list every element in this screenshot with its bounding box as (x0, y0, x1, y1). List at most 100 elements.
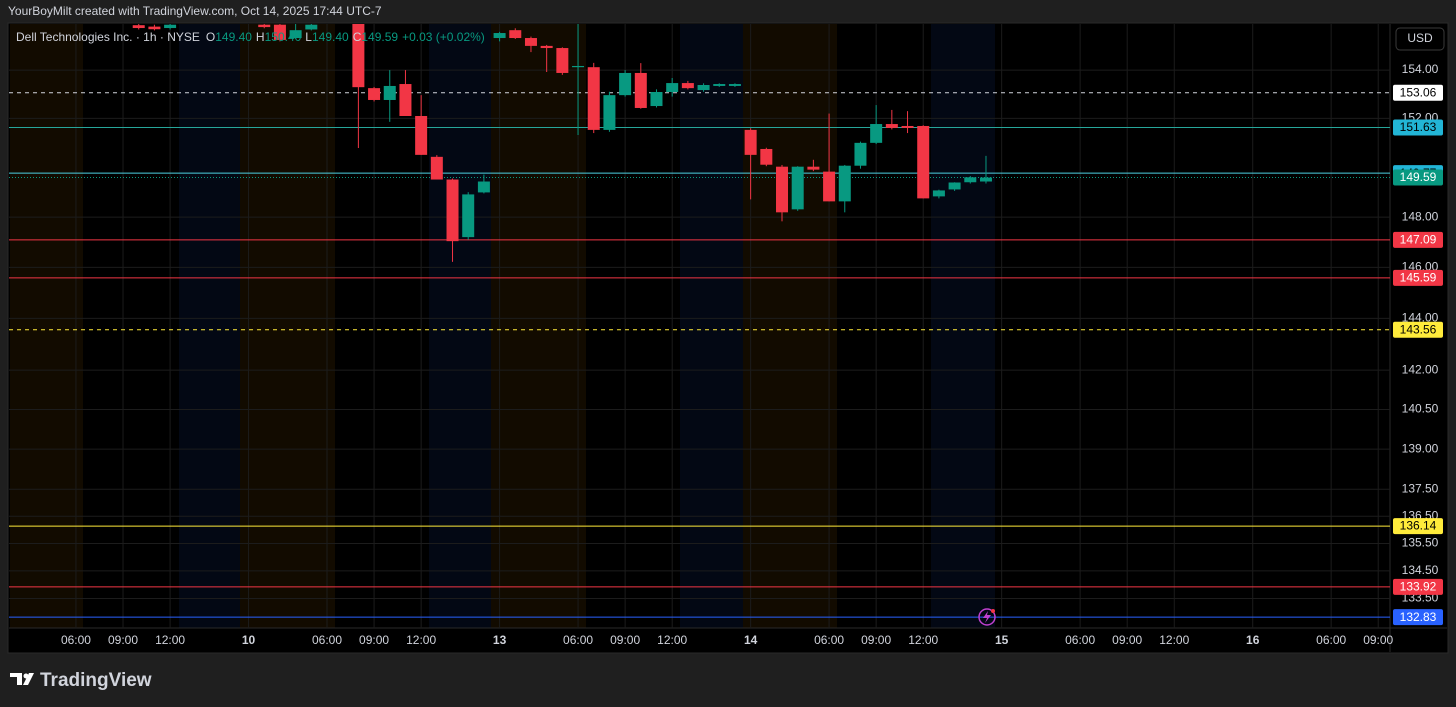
candle-body (666, 83, 679, 92)
price-level-label: 149.59 (1400, 170, 1437, 184)
price-level-label-box (1393, 169, 1443, 186)
x-tick-label: 14 (744, 633, 758, 647)
x-tick-label: 16 (1246, 633, 1260, 647)
candle-body (587, 67, 600, 130)
candle-body (603, 95, 616, 130)
candle-body (164, 24, 177, 29)
candle-body (509, 30, 522, 39)
candle-body (415, 115, 428, 155)
legend-key: L (305, 30, 312, 44)
x-tick-label: 06:00 (312, 633, 342, 647)
price-level-label-box (1393, 269, 1443, 286)
candle-body (446, 179, 459, 242)
y-tick-label: 137.50 (1402, 481, 1439, 495)
grid (9, 24, 1390, 628)
x-tick-label: 10 (242, 633, 256, 647)
price-level-label: 145.59 (1400, 270, 1437, 284)
price-level-label: 132.83 (1400, 610, 1437, 624)
currency-button-box[interactable] (1395, 27, 1445, 51)
alert-icon[interactable] (978, 608, 996, 626)
premarket-band (240, 24, 335, 628)
afterhours-band (931, 24, 995, 628)
price-level-label: 133.92 (1400, 580, 1437, 594)
price-level-label-box (1393, 578, 1443, 595)
afterhours-band (429, 24, 491, 628)
x-tick-label: 12:00 (908, 633, 938, 647)
price-level-label: 136.14 (1400, 519, 1437, 533)
candle-body (273, 24, 286, 40)
candle-body (258, 24, 271, 28)
price-level-label-box (1393, 321, 1443, 338)
candles (132, 24, 992, 262)
y-tick-label: 148.00 (1402, 209, 1439, 223)
x-tick-label: 09:00 (359, 633, 389, 647)
y-tick-label: 144.00 (1402, 311, 1439, 325)
x-tick-label: 13 (493, 633, 507, 647)
brand-logo-dot (23, 673, 29, 679)
candle-body (540, 45, 553, 49)
price-level-label: 153.06 (1400, 85, 1437, 99)
candle-body (807, 166, 820, 170)
candle-body (885, 124, 898, 128)
x-tick-label: 09:00 (861, 633, 891, 647)
candle-body (493, 33, 506, 39)
alert-bolt[interactable] (983, 611, 991, 623)
legend-change: +0.03 (+0.02%) (402, 30, 485, 44)
legend-value: 149.59 (361, 30, 398, 44)
candle-body (697, 84, 710, 91)
x-tick-label: 12:00 (1159, 633, 1189, 647)
price-level-label-box (1393, 119, 1443, 136)
candle-body (305, 24, 318, 30)
candle-body (744, 129, 757, 155)
candle-body (948, 182, 961, 190)
price-level-label-box (1393, 609, 1443, 626)
price-level-label-box (1393, 231, 1443, 248)
credit: YourBoyMilt created with TradingView.com… (8, 4, 382, 18)
chart-frame (7, 22, 1449, 654)
legend: Dell Technologies Inc. · 1h · NYSE O149.4… (16, 30, 485, 44)
legend-value: 149.40 (312, 30, 349, 44)
candle-body (854, 142, 867, 166)
x-tick-label: 12:00 (406, 633, 436, 647)
candle-body (572, 65, 585, 68)
candle-body (681, 83, 694, 89)
candle-body (132, 25, 145, 29)
y-tick-label: 142.00 (1402, 362, 1439, 376)
premarket-band (491, 24, 586, 628)
alert-dot[interactable] (991, 609, 995, 613)
x-tick-label: 06:00 (563, 633, 593, 647)
candle-body (901, 125, 914, 128)
candle-body (148, 26, 161, 30)
candle-body (383, 85, 396, 100)
currency-label[interactable]: USD (1407, 31, 1433, 45)
currency-button[interactable]: USD (1395, 27, 1445, 51)
x-tick-label: 06:00 (1065, 633, 1095, 647)
premarket-band (10, 24, 83, 628)
price-level-label-box (1393, 84, 1443, 101)
candle-body (650, 91, 663, 107)
candle-body (713, 84, 726, 86)
afterhours-band (179, 24, 240, 628)
candle-body (917, 125, 930, 199)
y-tick-label: 154.00 (1402, 62, 1439, 76)
legend-value: 150.40 (265, 30, 302, 44)
x-tick-label: 06:00 (1316, 633, 1346, 647)
alert-ring[interactable] (978, 608, 996, 626)
price-level-label: 147.09 (1400, 233, 1437, 247)
candle-body (619, 72, 632, 96)
x-tick-label: 09:00 (1363, 633, 1393, 647)
candle-body (823, 171, 836, 202)
x-tick-label: 09:00 (1112, 633, 1142, 647)
candle-body (838, 165, 851, 202)
price-level-label-box (1393, 518, 1443, 535)
candle-body (399, 84, 412, 116)
afterhours-band (680, 24, 743, 628)
candle-body (932, 190, 945, 197)
candle-body (776, 166, 789, 213)
legend-key: H (256, 30, 265, 44)
level-labels: 153.06151.63149.77149.59147.09145.59143.… (1393, 84, 1443, 626)
y-tick-label: 139.00 (1402, 441, 1439, 455)
brand: TradingView (10, 670, 152, 691)
brand-name: TradingView (40, 670, 152, 691)
